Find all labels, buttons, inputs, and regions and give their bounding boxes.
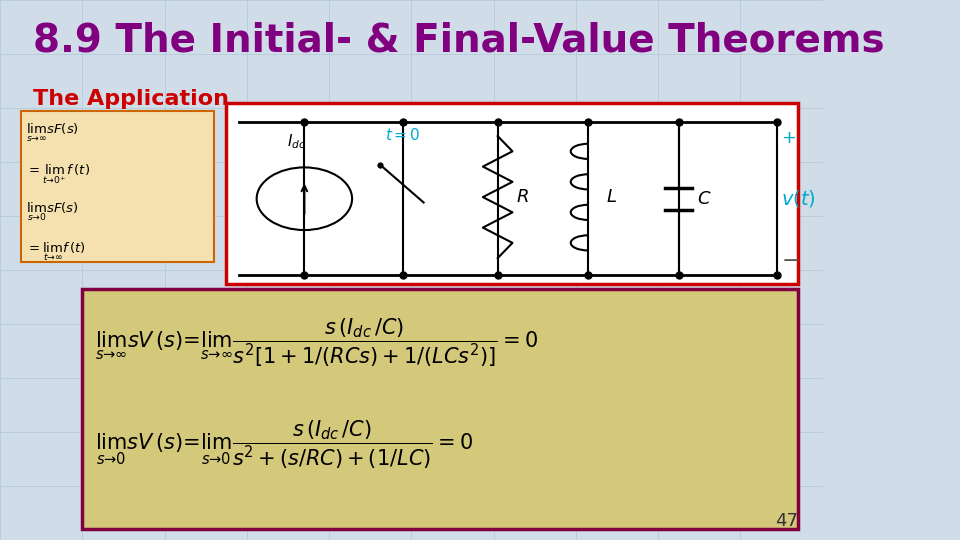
Text: $I_{dc}$: $I_{dc}$ (287, 132, 305, 151)
Text: $= \lim_{t\to\infty} f\,(t)$: $= \lim_{t\to\infty} f\,(t)$ (26, 240, 86, 263)
Text: 47: 47 (775, 512, 798, 530)
Text: $\lim_{s\to 0} sF(s)$: $\lim_{s\to 0} sF(s)$ (26, 200, 79, 222)
Text: $\lim_{s \to \infty} sV\,(s) = \lim_{s \to \infty}\dfrac{s\,(I_{dc}/C)}{s^2[1+1/: $\lim_{s \to \infty} sV\,(s) = \lim_{s \… (95, 316, 538, 369)
Text: $\lim_{s\to\infty} sF(s)$: $\lim_{s\to\infty} sF(s)$ (26, 122, 80, 144)
Text: $L$: $L$ (607, 188, 617, 206)
Text: $C$: $C$ (697, 190, 711, 208)
FancyBboxPatch shape (83, 289, 798, 529)
Text: $\lim_{s \to 0} sV\,(s) = \lim_{s \to 0}\dfrac{s\,(I_{dc}/C)}{s^2+(s/RC)+(1/LC)}: $\lim_{s \to 0} sV\,(s) = \lim_{s \to 0}… (95, 418, 472, 471)
Text: 8.9 The Initial- & Final-Value Theorems: 8.9 The Initial- & Final-Value Theorems (33, 22, 884, 59)
FancyBboxPatch shape (20, 111, 214, 262)
Text: $R$: $R$ (516, 188, 529, 206)
FancyBboxPatch shape (227, 103, 798, 284)
Text: $= \lim_{t\to 0^+} f\,(t)$: $= \lim_{t\to 0^+} f\,(t)$ (26, 162, 90, 186)
Text: The Application: The Application (33, 89, 228, 109)
Text: $-$: $-$ (781, 249, 800, 269)
Text: $v(t)$: $v(t)$ (781, 188, 816, 209)
Text: $+$: $+$ (781, 129, 797, 147)
Text: $t = 0$: $t = 0$ (385, 127, 420, 143)
